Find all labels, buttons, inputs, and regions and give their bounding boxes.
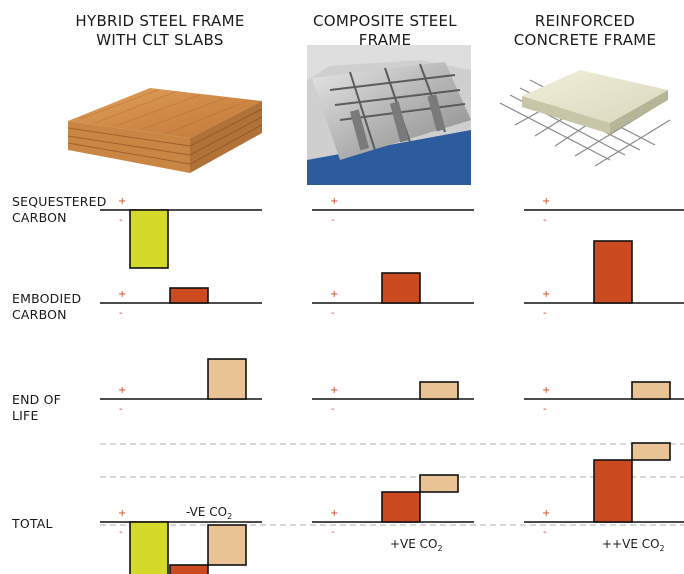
plus-sign: + bbox=[330, 385, 338, 396]
clt-panel-illustration bbox=[67, 88, 263, 173]
row-label-end-of-life: END OF LIFE bbox=[12, 392, 62, 423]
bars-layer: + - + - + - + - -VE CO2 + - + - + - + - +VE CO2 + - + - + - + - ++… bbox=[100, 196, 684, 574]
plus-sign: + bbox=[330, 196, 338, 207]
total-co2-label: -VE CO2 bbox=[186, 505, 232, 521]
plus-sign: + bbox=[542, 508, 550, 519]
row-label-sequestered: SEQUESTERED CARBON bbox=[12, 194, 107, 225]
total-embodied-bar bbox=[381, 491, 421, 523]
minus-sign: - bbox=[331, 527, 335, 538]
total-end-of-life-bar bbox=[207, 524, 247, 566]
minus-sign: - bbox=[119, 215, 123, 226]
minus-sign: - bbox=[331, 404, 335, 415]
plus-sign: + bbox=[118, 508, 126, 519]
rebar-concrete-slab-illustration bbox=[499, 70, 671, 167]
end-of-life-bar bbox=[631, 381, 671, 400]
end-of-life-bar bbox=[419, 381, 459, 400]
column-title-clt: HYBRID STEEL FRAME WITH CLT SLABS bbox=[75, 12, 245, 49]
sequestered-bar bbox=[129, 209, 169, 269]
plus-sign: + bbox=[118, 196, 126, 207]
row-label-embodied: EMBODIED CARBON bbox=[12, 291, 82, 322]
plus-sign: + bbox=[330, 289, 338, 300]
total-embodied-bar bbox=[593, 459, 633, 523]
embodied-bar bbox=[593, 240, 633, 304]
plus-sign: + bbox=[542, 289, 550, 300]
minus-sign: - bbox=[543, 527, 547, 538]
total-embodied-bar bbox=[169, 564, 209, 574]
plus-sign: + bbox=[118, 385, 126, 396]
minus-sign: - bbox=[119, 308, 123, 319]
minus-sign: - bbox=[543, 215, 547, 226]
plus-sign: + bbox=[542, 196, 550, 207]
total-co2-label: ++VE CO2 bbox=[602, 537, 665, 553]
embodied-bar bbox=[381, 272, 421, 304]
row-label-total: TOTAL bbox=[12, 516, 53, 531]
column-title-concrete: REINFORCED CONCRETE FRAME bbox=[513, 12, 657, 49]
plus-sign: + bbox=[118, 289, 126, 300]
embodied-bar bbox=[169, 287, 209, 304]
minus-sign: - bbox=[331, 308, 335, 319]
total-sequestered-bar bbox=[129, 521, 169, 574]
plus-sign: + bbox=[330, 508, 338, 519]
total-co2-label: +VE CO2 bbox=[390, 537, 443, 553]
minus-sign: - bbox=[331, 215, 335, 226]
plus-sign: + bbox=[542, 385, 550, 396]
total-end-of-life-bar bbox=[631, 442, 671, 461]
column-title-composite-steel: COMPOSITE STEEL FRAME bbox=[313, 12, 457, 49]
minus-sign: - bbox=[119, 527, 123, 538]
minus-sign: - bbox=[543, 404, 547, 415]
total-end-of-life-bar bbox=[419, 474, 459, 493]
minus-sign: - bbox=[119, 404, 123, 415]
steel-decking-photo bbox=[307, 45, 471, 185]
minus-sign: - bbox=[543, 308, 547, 319]
end-of-life-bar bbox=[207, 358, 247, 400]
